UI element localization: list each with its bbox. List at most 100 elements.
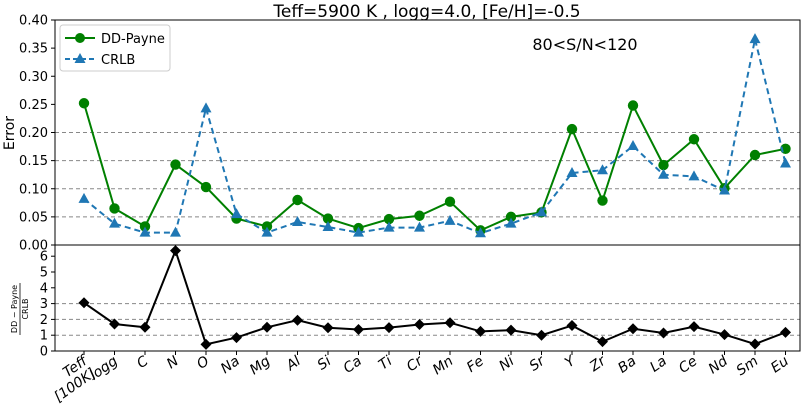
ratio-point: [719, 329, 730, 341]
bottom-y-tick-label: 2: [40, 313, 48, 328]
crlb-point: [322, 221, 334, 231]
ratio-point: [200, 338, 212, 350]
ddpayne-point: [505, 211, 517, 223]
ddpayne-point: [383, 213, 395, 225]
bottom-ylabel-numerator: DD − Payne: [10, 285, 19, 333]
ddpayne-point: [597, 195, 608, 206]
ddpayne-point: [322, 213, 334, 224]
ratio-point: [566, 320, 578, 332]
ratio-point: [688, 321, 700, 333]
bottom-y-tick-label: 3: [40, 297, 48, 312]
x-tick-label: Mg: [247, 353, 273, 378]
bottom-y-tick-label: 4: [40, 281, 48, 296]
ratio-point: [444, 317, 456, 329]
x-tick-label: Cr: [404, 352, 427, 375]
ratio-point: [78, 297, 90, 309]
top-y-tick-label: 0.15: [19, 154, 48, 169]
x-tick-label: logg: [87, 353, 121, 384]
ddpayne-point: [200, 181, 212, 193]
crlb-point: [231, 208, 242, 219]
bottom-y-tick-label: 5: [40, 266, 48, 281]
x-tick-label: Ba: [615, 353, 639, 377]
ddpayne-point: [444, 196, 456, 207]
crlb-point: [597, 164, 608, 175]
ddpayne-point: [566, 123, 578, 135]
ratio-point: [536, 329, 547, 341]
legend-ddpayne-label: DD-Payne: [101, 32, 165, 47]
ratio-point: [139, 321, 151, 333]
ratio-point: [322, 322, 334, 334]
bottom-axes-frame: [54, 244, 801, 352]
x-tick-label: Sm: [734, 353, 762, 379]
ratio-point: [627, 323, 639, 335]
ratio-point: [109, 318, 120, 330]
x-tick-label: Y: [562, 352, 579, 371]
ddpayne-point: [749, 149, 761, 161]
crlb-point: [505, 217, 517, 228]
ratio-point: [780, 326, 791, 338]
ratio-point: [475, 325, 486, 337]
crlb-point: [688, 170, 700, 181]
x-tick-label: Si: [315, 353, 335, 373]
bottom-grid: [55, 303, 800, 336]
legend-crlb-label: CRLB: [101, 53, 135, 68]
x-tick-label: La: [647, 353, 670, 376]
bottom-ylabel-denominator: CRLB: [21, 298, 30, 319]
x-tick-label: Sr: [527, 352, 549, 374]
top-series: [78, 33, 791, 238]
series-line-0: [83, 102, 786, 232]
crlb-point: [719, 184, 730, 195]
ratio-point: [597, 336, 608, 348]
crlb-point: [200, 102, 212, 113]
bottom-ylabel: DD − Payne CRLB: [10, 283, 30, 335]
crlb-point: [475, 227, 486, 238]
x-tick-label: O: [194, 353, 212, 372]
ddpayne-point: [170, 159, 181, 170]
x-tick-label: Na: [218, 353, 243, 377]
bottom-y-tick-label: 1: [40, 329, 48, 344]
ratio-point: [383, 322, 395, 334]
top-grid: [55, 132, 800, 218]
crlb-point: [170, 226, 181, 237]
x-ticks: Teff[100K]logg C N O Na Mg Al Si Ca Ti Cr Mn Fe Ni Sr Y…: [51, 351, 792, 405]
top-y-tick-label: 0.10: [19, 182, 48, 197]
crlb-point: [627, 140, 639, 150]
top-y-tick-label: 0.30: [19, 70, 48, 85]
crlb-point: [383, 221, 395, 232]
bottom-y-tick-label: 0: [40, 345, 48, 360]
series-line-1: [83, 38, 787, 235]
ddpayne-point: [688, 134, 700, 145]
crlb-point: [292, 215, 303, 226]
crlb-point: [261, 226, 273, 237]
ratio-point: [414, 318, 425, 330]
ddpayne-point: [627, 100, 639, 111]
chart-title: Teff=5900 K , logg=4.0, [Fe/H]=-0.5: [272, 2, 580, 22]
x-tick-label: Zr: [586, 352, 610, 375]
ddpayne-point: [78, 98, 90, 109]
ratio-line: [83, 247, 786, 346]
x-tick-label: Ti: [376, 353, 395, 373]
legend-box: [59, 24, 171, 72]
ratio-point: [231, 332, 242, 344]
crlb-point: [353, 226, 364, 237]
top-y-tick-label: 0.35: [19, 42, 48, 57]
crlb-point: [658, 168, 669, 179]
ratio-point: [505, 324, 517, 336]
crlb-point: [109, 217, 120, 228]
ddpayne-point: [414, 210, 425, 221]
ddpayne-point: [139, 221, 151, 232]
ratio-point: [658, 327, 669, 339]
bottom-y-tick-label: 6: [40, 250, 48, 265]
crlb-point: [139, 226, 151, 237]
legend: DD-Payne CRLB: [59, 24, 171, 72]
ratio-point: [170, 245, 181, 257]
top-y-ticks: 0.00 0.05 0.10 0.15 0.20 0.25 0.30 0.35 0.40: [19, 14, 55, 254]
ddpayne-point: [292, 194, 303, 206]
ratio-point: [261, 321, 273, 333]
x-tick-label: Ce: [676, 353, 700, 377]
legend-crlb-marker: [74, 53, 86, 63]
top-ylabel: Error: [2, 116, 18, 150]
top-y-tick-label: 0.00: [19, 239, 48, 254]
